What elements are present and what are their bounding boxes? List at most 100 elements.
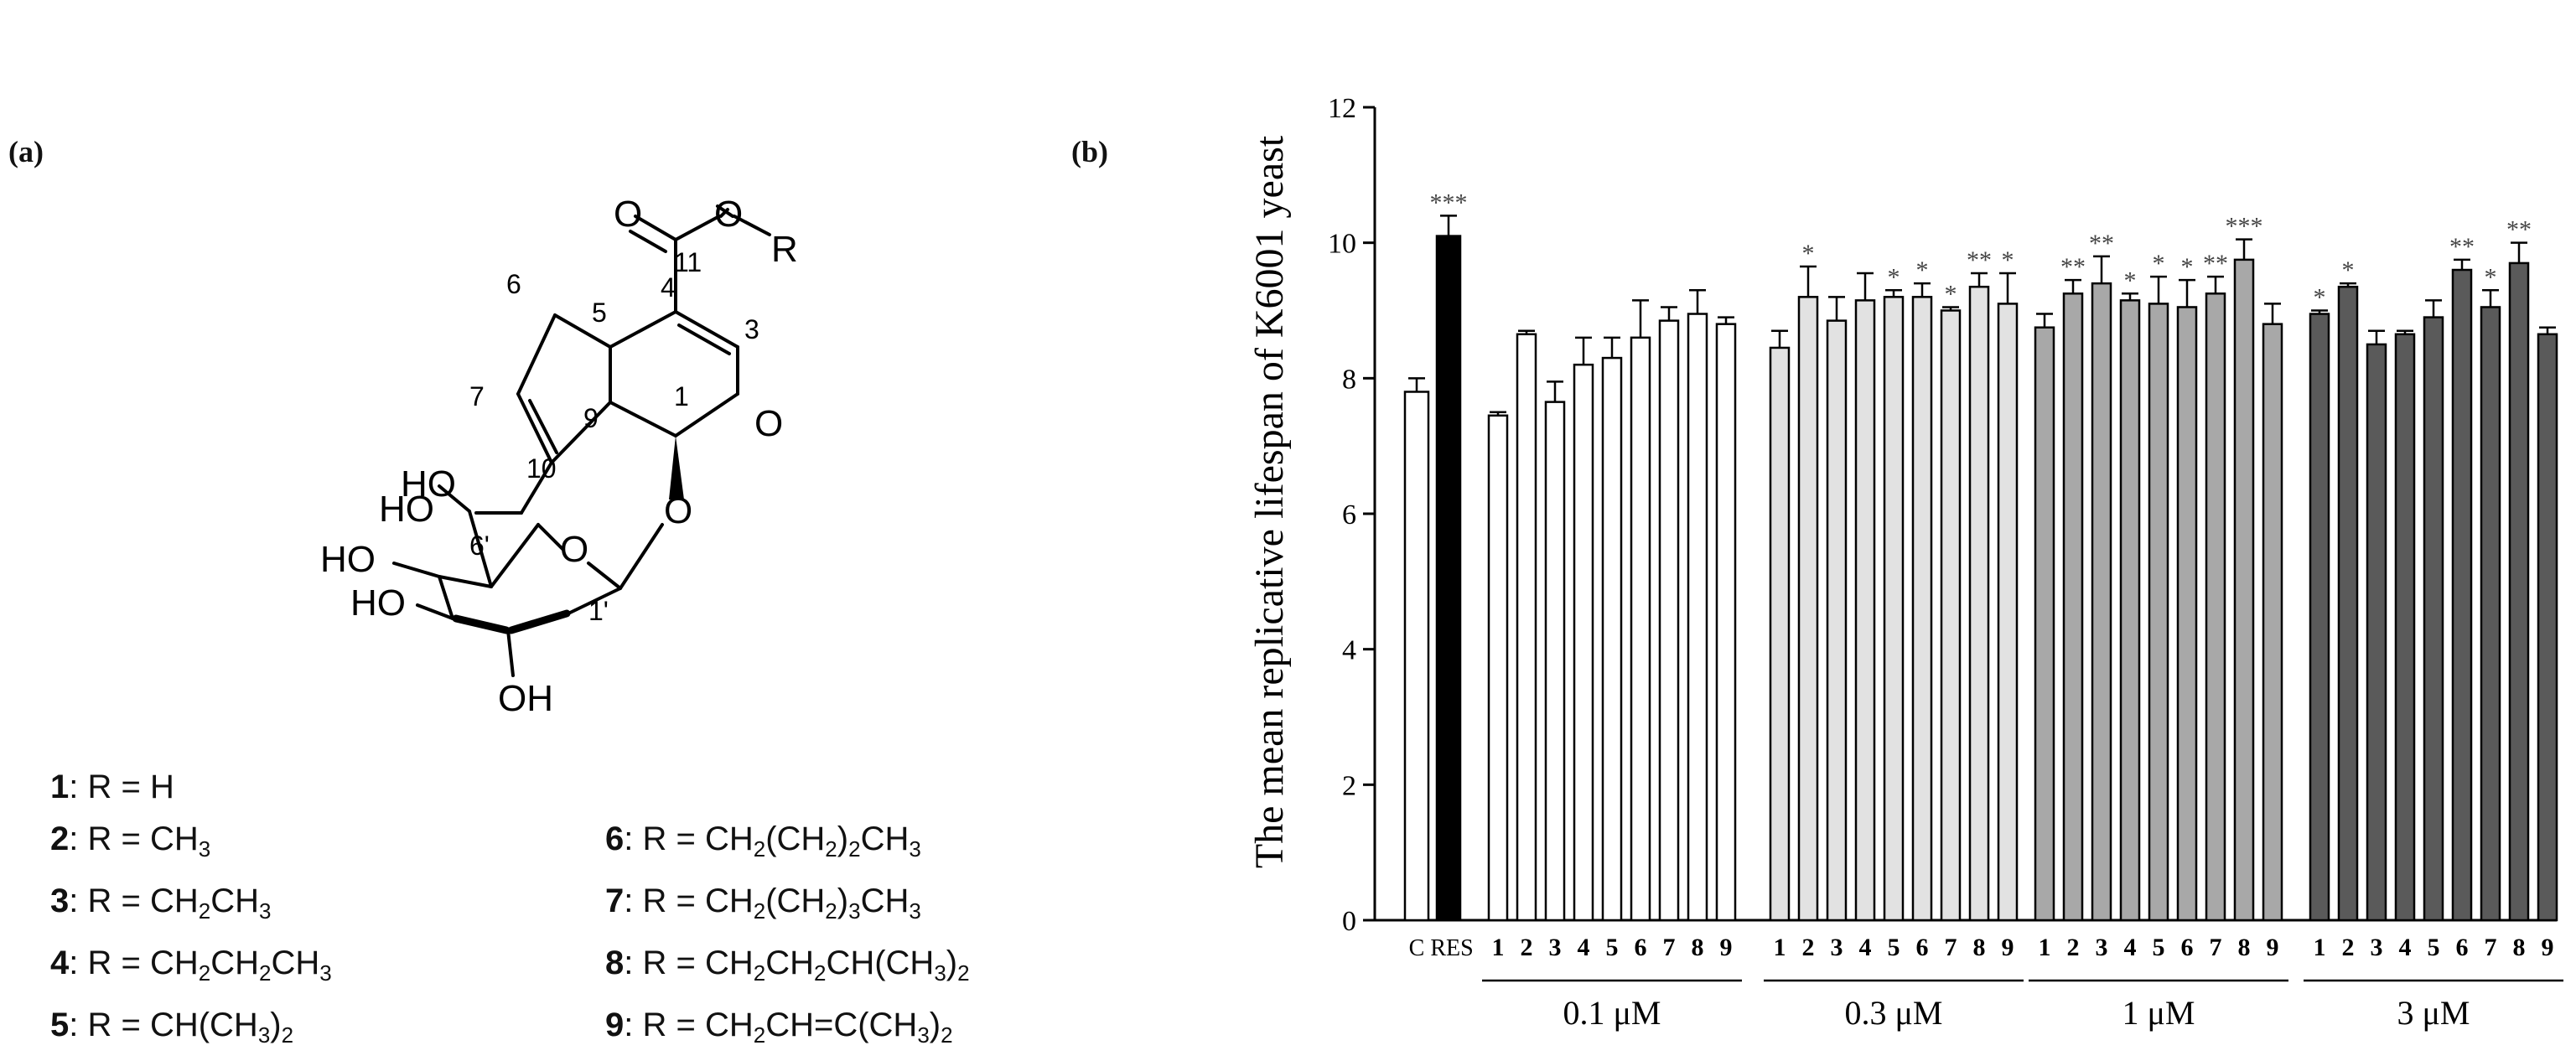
significance-label: ** (2506, 216, 2532, 244)
bar (2508, 261, 2530, 922)
x-tick-label: 4 (2124, 934, 2137, 961)
x-tick-label: 1 (2314, 934, 2326, 961)
x-tick-label: 3 (2371, 934, 2383, 961)
x-tick-label: 9 (2542, 934, 2554, 961)
atom-number: 7 (469, 381, 485, 411)
x-tick-label: 7 (1945, 934, 1957, 961)
atom-number: 3 (744, 314, 759, 344)
bar (2233, 258, 2255, 922)
atom-label: HO (350, 582, 406, 624)
x-tick-label: 2 (2067, 934, 2080, 961)
atom-number: 9 (583, 403, 599, 433)
significance-label: * (1888, 263, 1900, 291)
x-tick-label: 2 (1521, 934, 1533, 961)
compound-row: 7: R = CH2(CH2)3CH3 (605, 882, 921, 924)
y-tick-label: 12 (1328, 93, 1356, 124)
bar (1997, 303, 2019, 922)
y-tick-label: 2 (1342, 770, 1356, 801)
x-tick-label: 8 (1973, 934, 1986, 961)
x-tick-label: 1 (1492, 934, 1505, 961)
compound-row: 4: R = CH2CH2CH3 (50, 945, 332, 986)
x-tick-label: 7 (2210, 934, 2222, 961)
atom-label: O (754, 403, 783, 444)
atom-number: 11 (674, 247, 702, 277)
y-tick-label: 4 (1342, 635, 1356, 666)
bar (1630, 336, 1651, 922)
significance-label: * (2181, 253, 2194, 281)
bar (1544, 401, 1566, 922)
atom-label: O (614, 194, 642, 235)
atom-number: 4 (661, 272, 676, 303)
bar (1573, 363, 1594, 922)
bar (2034, 326, 2055, 922)
significance-label: * (2002, 246, 2014, 274)
significance-label: ** (2203, 250, 2228, 277)
significance-label: ** (2060, 253, 2086, 281)
x-tick-label: 8 (1692, 934, 1704, 961)
bar (1687, 313, 1708, 922)
bar (2262, 323, 2283, 922)
x-tick-label: 3 (2096, 934, 2108, 961)
bar (1403, 391, 1430, 922)
x-tick-label: 6 (2456, 934, 2469, 961)
bar (1487, 414, 1509, 922)
compound-row: 5: R = CH(CH3)2 (50, 1007, 294, 1048)
bar (1435, 235, 1462, 922)
atom-number: 6 (506, 269, 521, 299)
significance-label: * (2342, 256, 2355, 284)
atom-number: 6' (469, 530, 490, 561)
atom-label: HO (320, 539, 376, 580)
x-tick-label: 7 (2485, 934, 2497, 961)
atom-number: 1' (588, 596, 609, 626)
x-tick-label: 2 (1802, 934, 1815, 961)
bar (1658, 319, 1680, 922)
compound-row: 6: R = CH2(CH2)2CH3 (605, 820, 921, 862)
x-tick-label: 8 (2238, 934, 2251, 961)
bar (1911, 296, 1933, 922)
x-tick-label: 5 (1606, 934, 1619, 961)
group-label: 0.1 μM (1563, 994, 1661, 1032)
significance-label: *** (1430, 189, 1468, 216)
x-tick-label: C (1409, 935, 1425, 961)
x-tick-label: 1 (1774, 934, 1786, 961)
bar (1826, 319, 1848, 922)
bar (2176, 306, 2198, 922)
compound-row: 1: R = H (50, 769, 174, 805)
bar (1883, 296, 1905, 922)
x-tick-label: 4 (2399, 934, 2412, 961)
x-tick-label: 7 (1663, 934, 1676, 961)
bar (2205, 292, 2226, 922)
x-tick-label: 2 (2342, 934, 2355, 961)
x-tick-label: 6 (1635, 934, 1647, 961)
bar (2119, 299, 2141, 922)
atom-number: 5 (592, 298, 607, 328)
bar (2337, 285, 2359, 922)
bar (2062, 292, 2084, 922)
atom-label: O (714, 194, 743, 235)
atom-number: 1 (674, 381, 689, 411)
group-label: 0.3 μM (1844, 994, 1942, 1032)
bar (2451, 268, 2473, 922)
significance-label: * (2153, 250, 2165, 277)
x-tick-label: 8 (2513, 934, 2526, 961)
compound-legend-right: 6: R = CH2(CH2)2CH3 7: R = CH2(CH2)3CH3 … (605, 813, 970, 1061)
significance-label: * (1916, 256, 1929, 284)
atom-label: R (771, 229, 798, 270)
bar (1940, 309, 1962, 922)
y-tick-label: 6 (1342, 499, 1356, 530)
compound-row: 2: R = CH3 (50, 820, 211, 862)
x-tick-label: 4 (1578, 934, 1590, 961)
bar (1715, 323, 1737, 922)
atom-label: OH (498, 678, 553, 719)
panel-label-a: (a) (8, 135, 44, 168)
x-tick-label: 4 (1859, 934, 1872, 961)
x-tick-label: 6 (1916, 934, 1929, 961)
panel-label-b: (b) (1071, 135, 1108, 168)
bar (2309, 313, 2330, 922)
compound-legend-left: 1: R = H 2: R = CH3 3: R = CH2CH3 4: R =… (50, 761, 332, 1061)
bar (1601, 356, 1623, 922)
significance-label: ** (2449, 233, 2475, 261)
bar (1516, 333, 1537, 922)
atom-label: HO (379, 489, 434, 530)
